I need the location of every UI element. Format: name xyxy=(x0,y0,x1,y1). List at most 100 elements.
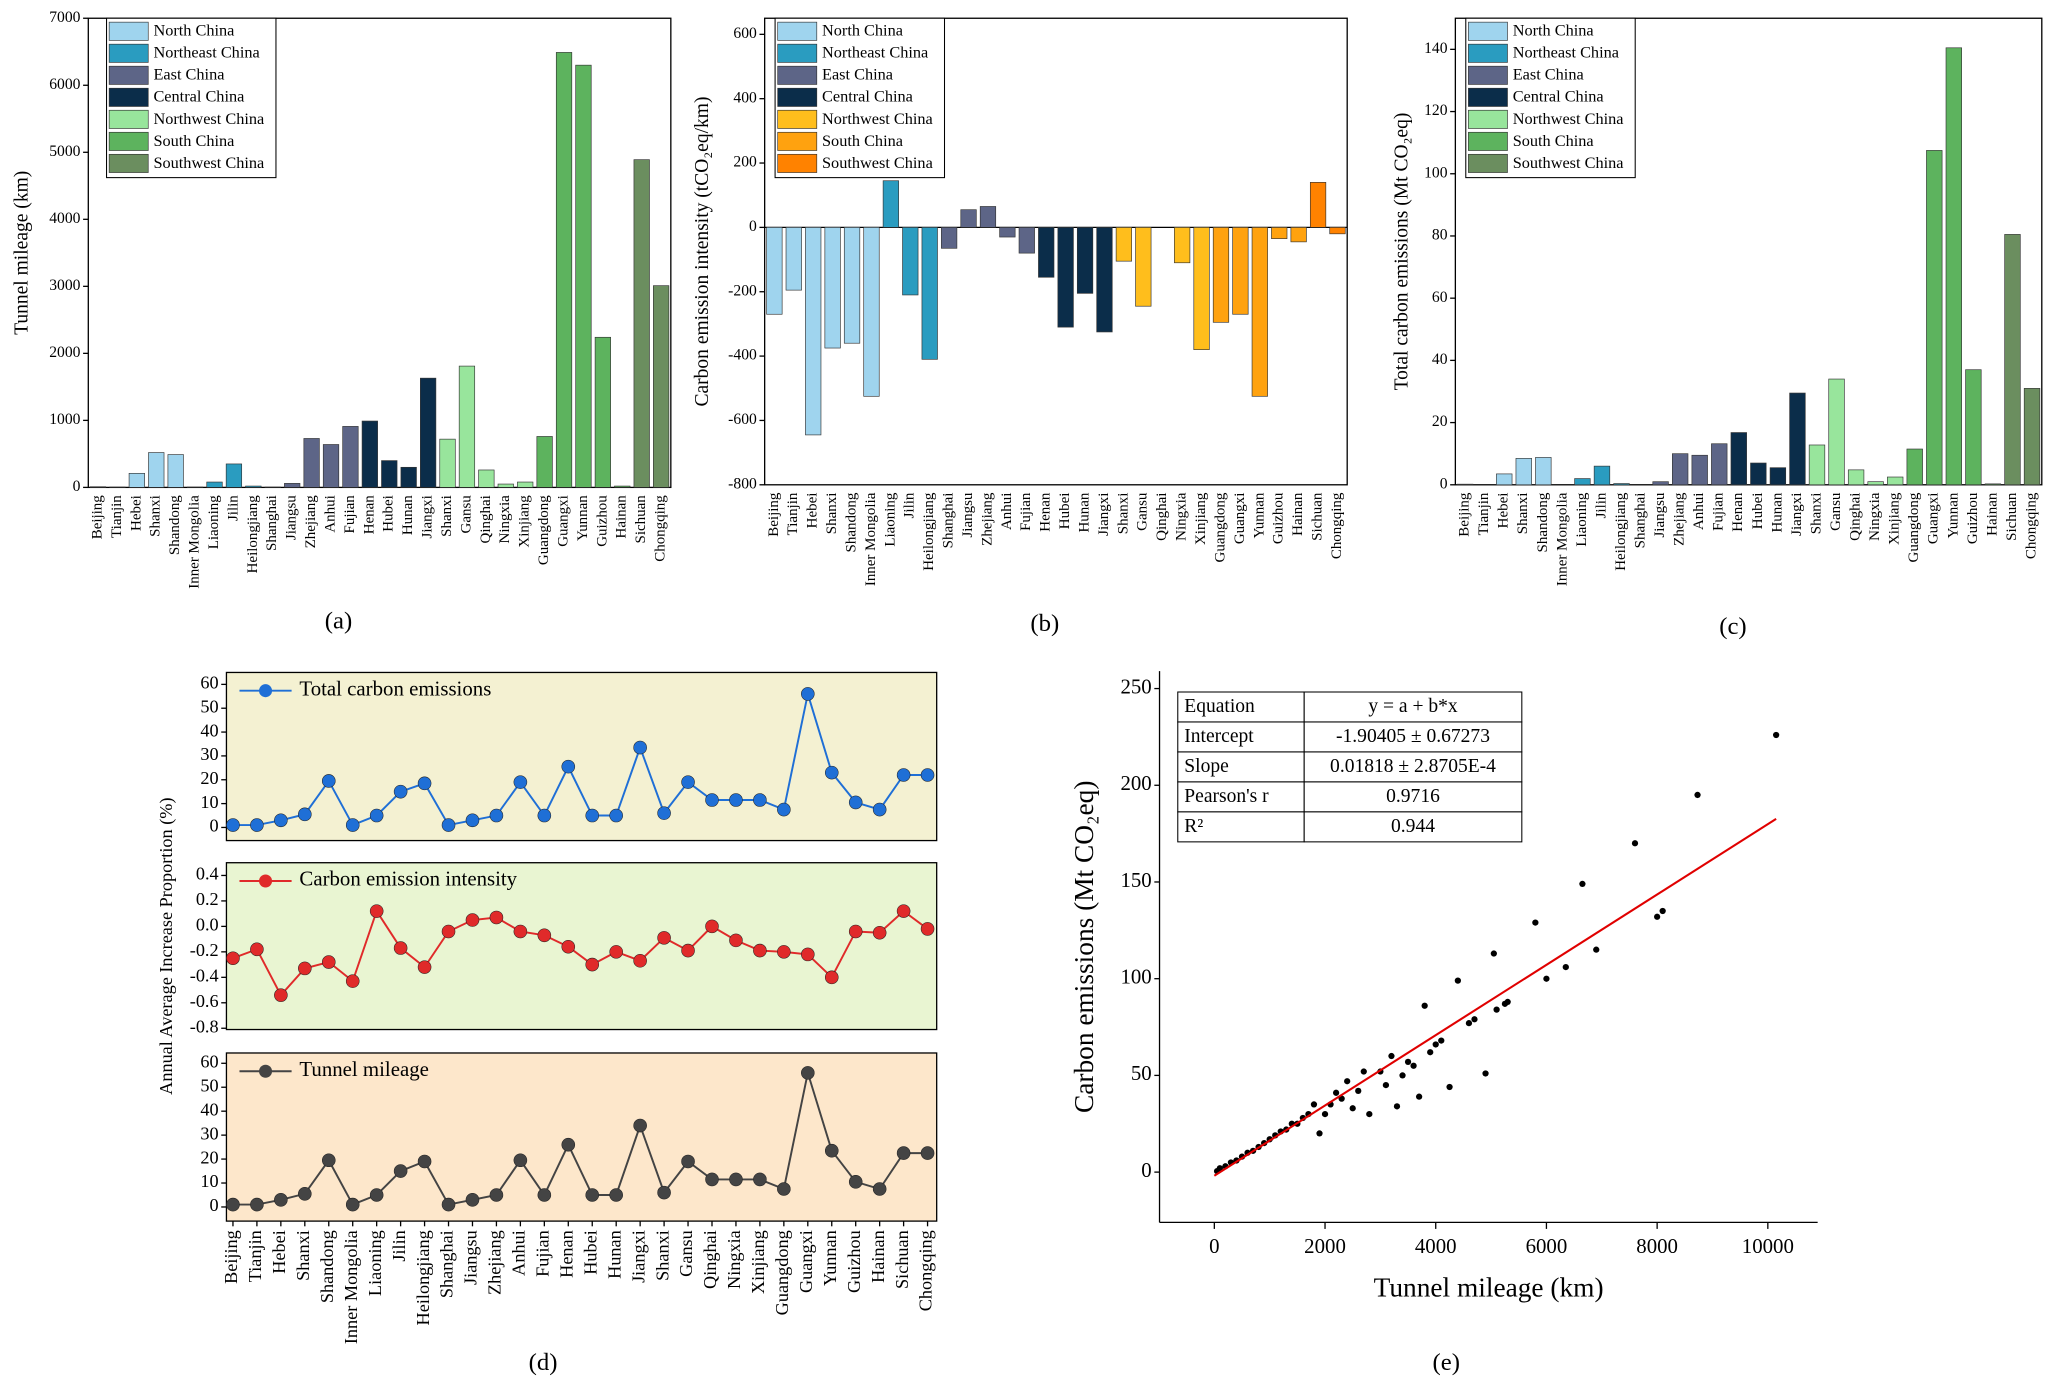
x-tick-label: Ningxia xyxy=(1867,492,1883,541)
x-tick-label: Ningxia xyxy=(1174,492,1190,541)
x-tick-label: Jiangxi xyxy=(1789,493,1805,536)
point xyxy=(1355,1087,1362,1095)
x-tick-label: Heilongjiang xyxy=(1613,492,1629,571)
point xyxy=(848,1175,863,1189)
x-tick-label: Beijing xyxy=(89,495,105,540)
x-tick-label: Ningxia xyxy=(497,495,513,544)
point xyxy=(417,1154,432,1169)
x-tick-label: Henan xyxy=(361,495,377,535)
x-tick-label: Shanghai xyxy=(941,493,957,549)
table-value: 0.944 xyxy=(1391,816,1435,837)
x-tick-label: Tianjin xyxy=(245,1230,265,1282)
point xyxy=(1631,840,1639,847)
point xyxy=(681,1154,695,1169)
y-tick-label: 6000 xyxy=(49,76,80,93)
fit-line xyxy=(1213,818,1777,1177)
point xyxy=(298,807,312,822)
point xyxy=(801,687,815,701)
x-tick-label: Guizhou xyxy=(1965,492,1981,544)
y-tick-label: 4000 xyxy=(49,210,80,227)
point xyxy=(441,1197,456,1212)
point xyxy=(896,768,911,782)
point xyxy=(1543,975,1550,982)
y-tick-label: 150 xyxy=(1120,868,1151,892)
x-tick-label: Xinjiang xyxy=(748,1230,768,1294)
x-tick-label: 10000 xyxy=(1742,1234,1794,1258)
y-tick-label: 140 xyxy=(1424,40,1448,57)
point xyxy=(1388,1052,1395,1060)
legend-swatch xyxy=(777,21,818,41)
x-tick-label: Guizhou xyxy=(844,1230,864,1293)
point xyxy=(1471,1016,1478,1023)
bar xyxy=(2023,388,2041,486)
y-tick-label: 10 xyxy=(200,792,218,812)
y-tick-label: 200 xyxy=(733,154,757,171)
point xyxy=(226,818,240,832)
series-line xyxy=(232,693,928,827)
x-tick-label: Heilongjiang xyxy=(921,492,937,571)
point xyxy=(369,808,384,823)
point xyxy=(250,1197,264,1212)
point xyxy=(274,1193,288,1207)
plot-frame xyxy=(1454,17,2043,486)
x-tick-label: Yunnan xyxy=(575,495,591,541)
bar xyxy=(2004,234,2021,486)
y-tick-label: -0.2 xyxy=(190,940,219,960)
bar xyxy=(225,463,243,488)
x-tick-label: Shanxi xyxy=(652,1230,672,1281)
bar xyxy=(633,159,650,488)
point xyxy=(824,1143,839,1158)
x-tick-label: Zhejiang xyxy=(1672,492,1688,546)
x-tick-label: Yunnan xyxy=(1251,492,1267,538)
y-tick-label: 100 xyxy=(1424,164,1448,181)
point xyxy=(1344,1078,1351,1085)
x-tick-label: Hunan xyxy=(604,1230,624,1279)
table-value: -1.90405 ± 0.67273 xyxy=(1336,726,1490,747)
plot-frame xyxy=(764,17,1348,486)
x-tick-label: Anhui xyxy=(322,495,338,532)
y-tick-label: -0.8 xyxy=(190,1016,219,1036)
point xyxy=(1310,1101,1318,1108)
bar xyxy=(1730,432,1747,486)
point xyxy=(777,802,791,817)
point xyxy=(1393,1103,1401,1110)
point xyxy=(777,945,791,959)
point xyxy=(920,768,935,782)
x-tick-label: Hunan xyxy=(400,495,416,535)
table-cell xyxy=(1177,811,1305,843)
y-tick-label: 30 xyxy=(200,1123,218,1143)
bar xyxy=(1808,444,1826,486)
x-tick-label: Qinghai xyxy=(1154,493,1170,541)
point xyxy=(633,740,647,755)
legend-swatch xyxy=(108,153,149,173)
y-tick-label: -400 xyxy=(728,347,757,364)
x-tick-label: Guangdong xyxy=(772,1230,792,1315)
point xyxy=(1493,1006,1500,1013)
legend-label: Northwest China xyxy=(822,109,933,128)
legend-label: Total carbon emissions xyxy=(299,676,491,700)
x-tick-label: Jilin xyxy=(902,492,918,518)
x-tick-label: Ningxia xyxy=(724,1230,744,1289)
x-tick-label: Jiangsu xyxy=(461,1230,481,1285)
legend-label: North China xyxy=(153,21,234,40)
legend-label: Northwest China xyxy=(1513,109,1624,128)
bar xyxy=(420,377,437,488)
y-tick-label: 2000 xyxy=(49,344,80,361)
bar xyxy=(148,452,165,488)
caption: (e) xyxy=(1432,1349,1459,1376)
legend-swatch xyxy=(108,131,149,151)
legend-label: Central China xyxy=(822,87,913,106)
bar xyxy=(478,469,495,488)
point xyxy=(465,1193,480,1207)
point xyxy=(417,776,432,791)
legend-label: South China xyxy=(153,131,234,150)
legend-label: Northeast China xyxy=(1513,43,1619,62)
point xyxy=(345,1197,360,1212)
point xyxy=(1360,1068,1367,1075)
legend-swatch xyxy=(1468,87,1508,107)
x-tick-label: Jiangsu xyxy=(284,495,300,540)
y-tick-label: -800 xyxy=(728,475,757,492)
bar xyxy=(1212,227,1230,323)
bar xyxy=(1691,454,1708,486)
point xyxy=(393,941,408,955)
